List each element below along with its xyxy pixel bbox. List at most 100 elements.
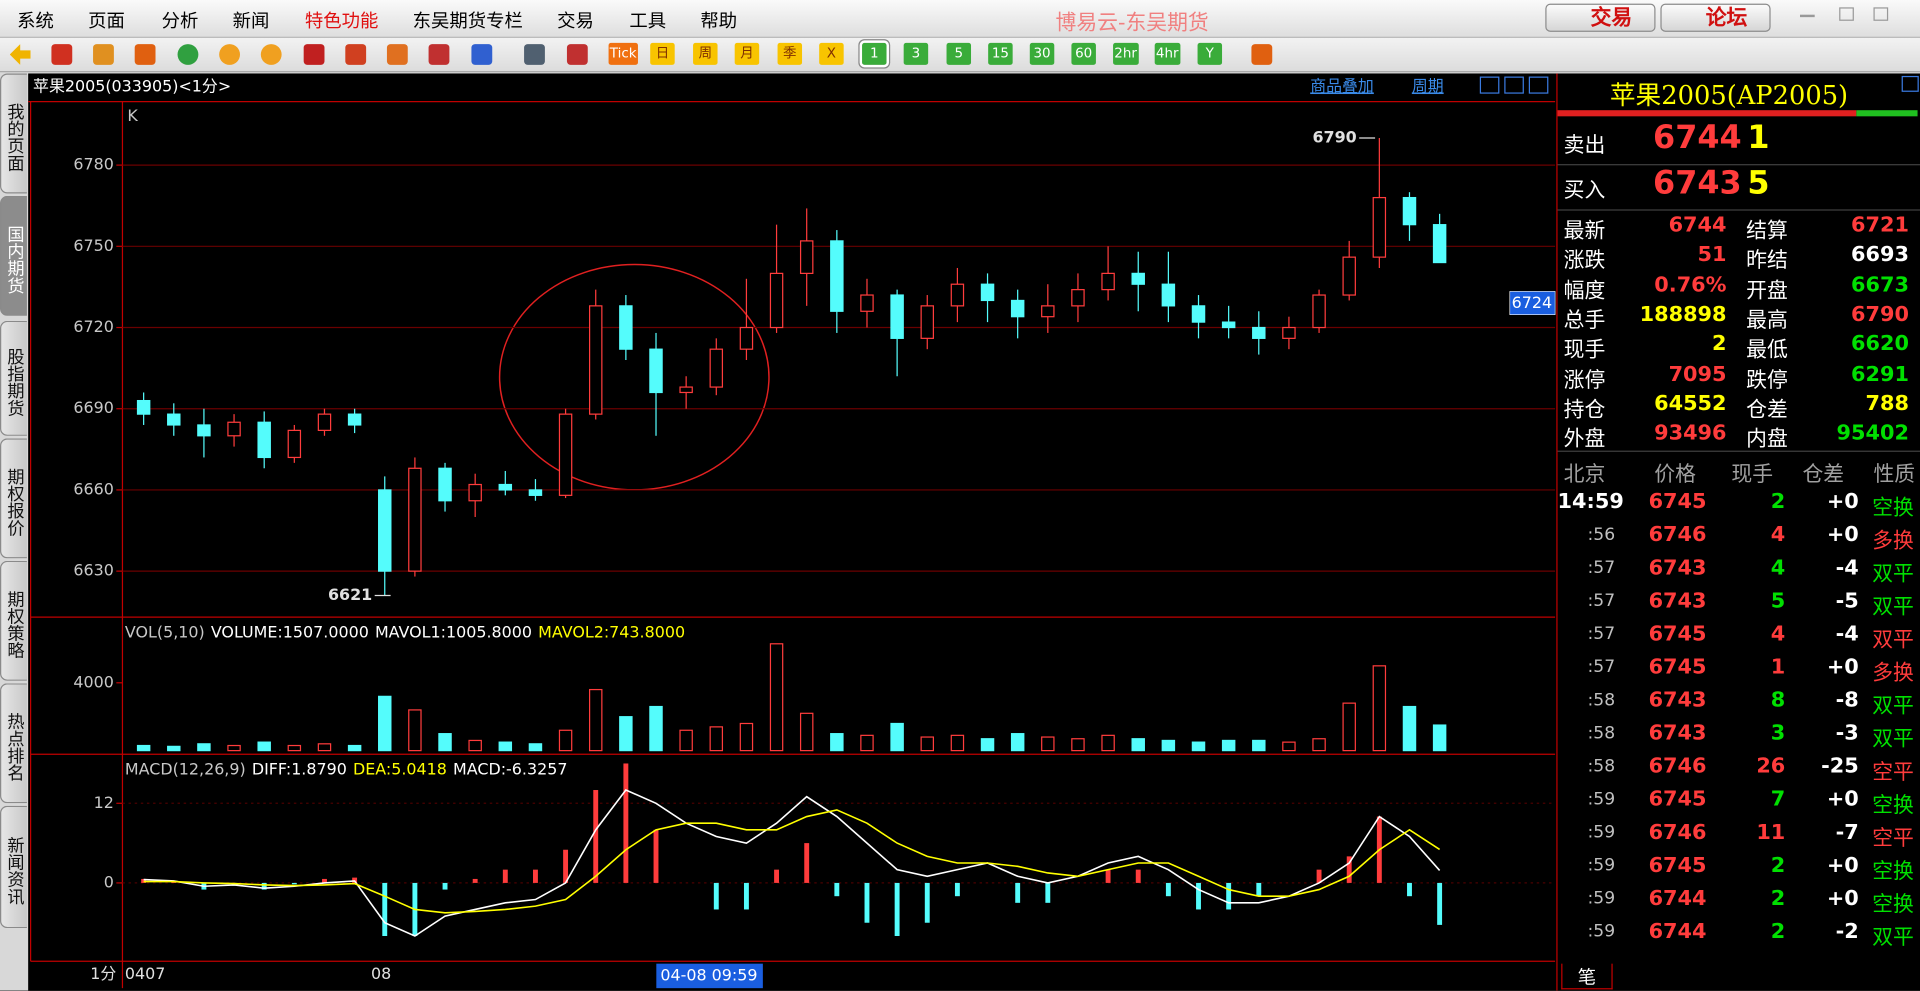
- icon[interactable]: [471, 44, 493, 65]
- header-link[interactable]: 周期: [1412, 76, 1444, 95]
- period-button[interactable]: 30: [1029, 42, 1055, 65]
- period-button[interactable]: 5: [946, 42, 972, 65]
- period-button[interactable]: X: [819, 42, 844, 65]
- maximize[interactable]: [1839, 7, 1854, 21]
- candle-body: [438, 467, 452, 502]
- tick-hand: 1: [1770, 655, 1786, 680]
- side-tab[interactable]: 国内期货: [0, 195, 27, 316]
- close[interactable]: [1873, 7, 1889, 21]
- menu-item[interactable]: 帮助: [700, 9, 738, 32]
- candle-body: [197, 424, 211, 437]
- menu-item[interactable]: 交易: [557, 9, 594, 32]
- tick-diff: +0: [1826, 853, 1859, 878]
- table-icon[interactable]: [524, 44, 545, 65]
- candle-body: [679, 386, 693, 394]
- y-tick-label: 0: [104, 872, 114, 891]
- separator: [1557, 450, 1920, 452]
- candle-body: [649, 348, 663, 394]
- candle-body: [860, 294, 874, 312]
- side-tab[interactable]: 新闻资讯: [0, 805, 27, 929]
- volume-bar: [378, 695, 392, 752]
- y-tick-label: 6720: [73, 317, 113, 336]
- candle-body: [890, 294, 904, 339]
- tick-hand: 8: [1770, 688, 1786, 713]
- volume-bar: [528, 743, 543, 752]
- stat-label: 最新: [1563, 219, 1606, 244]
- macd-bar: [924, 882, 930, 923]
- period-button[interactable]: 月: [734, 42, 760, 65]
- menu-item[interactable]: 东吴期货专栏: [412, 9, 523, 32]
- volume-bar: [1252, 739, 1266, 752]
- period-button[interactable]: Tick: [608, 42, 638, 65]
- stat-label: 最高: [1746, 308, 1788, 333]
- menu-item[interactable]: 新闻: [232, 9, 270, 32]
- icon[interactable]: [177, 44, 199, 65]
- menu-item[interactable]: 系统: [17, 9, 54, 32]
- period-button[interactable]: 3: [903, 42, 929, 65]
- chart-header-icons[interactable]: [1479, 76, 1549, 94]
- period-button[interactable]: 季: [777, 42, 803, 65]
- period-button[interactable]: 2hr: [1113, 42, 1139, 65]
- menu-item[interactable]: 分析: [161, 9, 199, 32]
- period-button[interactable]: 周: [693, 42, 718, 65]
- tick-header: 性质: [1873, 462, 1916, 488]
- zoom-in-icon[interactable]: [219, 44, 241, 65]
- candle-body: [1252, 326, 1266, 339]
- stat-label: 涨跌: [1563, 248, 1606, 274]
- x-tick-label: 0407: [125, 964, 165, 983]
- scroll-right[interactable]: [1504, 76, 1524, 94]
- home-icon[interactable]: [51, 44, 73, 65]
- volume-bar: [830, 733, 844, 752]
- bottom-tab[interactable]: 笔: [1561, 963, 1613, 990]
- top-button[interactable]: 交易: [1545, 3, 1656, 32]
- side-tab[interactable]: 期权策略: [0, 560, 27, 681]
- icon[interactable]: [93, 44, 114, 65]
- menu-item[interactable]: 工具: [629, 9, 667, 32]
- header-link[interactable]: 商品叠加: [1310, 76, 1374, 95]
- indicator-title: VOL(5,10): [125, 623, 205, 642]
- chart-icon[interactable]: [566, 44, 588, 65]
- zoom-out-icon[interactable]: [260, 44, 282, 65]
- period-button[interactable]: 4hr: [1154, 42, 1180, 65]
- y-tick-label: 6690: [73, 398, 113, 417]
- separator: [1557, 164, 1920, 166]
- side-tab[interactable]: 热点排名: [0, 683, 27, 804]
- candle-body: [528, 489, 543, 496]
- volume-bar: [920, 736, 934, 752]
- menu-item[interactable]: 页面: [88, 9, 125, 32]
- icon[interactable]: [386, 44, 408, 65]
- volume-bar: [438, 733, 452, 752]
- filter-icon[interactable]: [428, 44, 450, 65]
- period-button[interactable]: Y: [1197, 42, 1223, 65]
- candle-body: [1282, 326, 1296, 339]
- side-tab[interactable]: 期权报价: [0, 438, 27, 559]
- tick-price: 6745: [1648, 489, 1707, 515]
- macd-bar: [382, 882, 388, 937]
- volume-bar: [1191, 741, 1206, 752]
- period-button[interactable]: 15: [988, 42, 1013, 65]
- candle-body: [830, 240, 844, 312]
- icon[interactable]: [1251, 44, 1273, 65]
- layout[interactable]: [1528, 76, 1549, 94]
- window-controls[interactable]: [1795, 5, 1893, 27]
- side-tab[interactable]: 我的页面: [0, 73, 27, 194]
- period-button[interactable]: 日: [650, 42, 675, 65]
- top-button[interactable]: 论坛: [1660, 3, 1771, 32]
- y-tick-label: 4000: [73, 672, 113, 691]
- indicator-title: VOLUME:1507.0000: [211, 623, 369, 642]
- panel-icon[interactable]: [1901, 75, 1919, 92]
- volume-bar: [890, 722, 904, 752]
- period-button[interactable]: 60: [1071, 42, 1096, 65]
- icon[interactable]: [134, 44, 156, 65]
- tick-price: 6745: [1648, 655, 1707, 680]
- volume-bar: [468, 739, 482, 752]
- price-tag-box: [1509, 291, 1556, 316]
- menu-item[interactable]: 特色功能: [304, 9, 379, 32]
- minimize[interactable]: [1800, 14, 1815, 18]
- icon[interactable]: [303, 44, 325, 65]
- side-tab[interactable]: 股指期货: [0, 320, 27, 436]
- stat-label: 现手: [1563, 338, 1606, 363]
- scroll-left[interactable]: [1479, 76, 1500, 94]
- period-button[interactable]: 1: [859, 40, 889, 68]
- draw-icon[interactable]: [345, 44, 367, 65]
